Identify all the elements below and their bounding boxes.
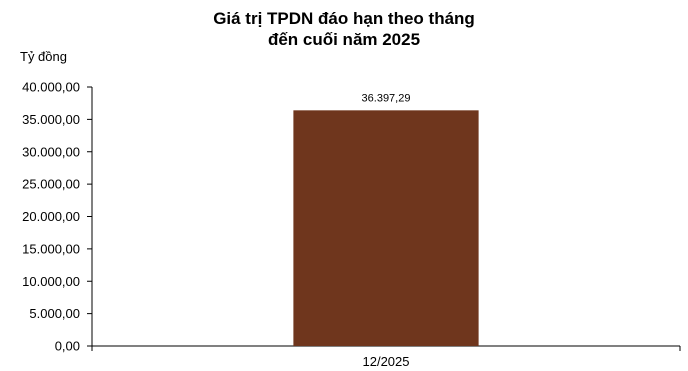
x-tick-label: 12/2025 — [363, 354, 410, 369]
y-tick-label: 0,00 — [55, 339, 80, 354]
chart-title: Giá trị TPDN đáo hạn theo tháng đến cuối… — [0, 8, 688, 50]
y-tick-label: 25.000,00 — [22, 177, 80, 192]
data-label: 36.397,29 — [362, 92, 411, 104]
y-tick-label: 20.000,00 — [22, 209, 80, 224]
chart-title-line-1: Giá trị TPDN đáo hạn theo tháng — [213, 9, 475, 28]
y-tick-label: 10.000,00 — [22, 274, 80, 289]
chart-title-line-2: đến cuối năm 2025 — [267, 30, 421, 49]
y-tick-label: 5.000,00 — [29, 306, 80, 321]
y-tick-label: 30.000,00 — [22, 144, 80, 159]
y-tick-label: 40.000,00 — [22, 80, 80, 95]
bar — [293, 110, 479, 346]
y-tick-label: 35.000,00 — [22, 112, 80, 127]
y-axis-label: Tỷ đồng — [20, 49, 67, 64]
y-tick-label: 15.000,00 — [22, 241, 80, 256]
